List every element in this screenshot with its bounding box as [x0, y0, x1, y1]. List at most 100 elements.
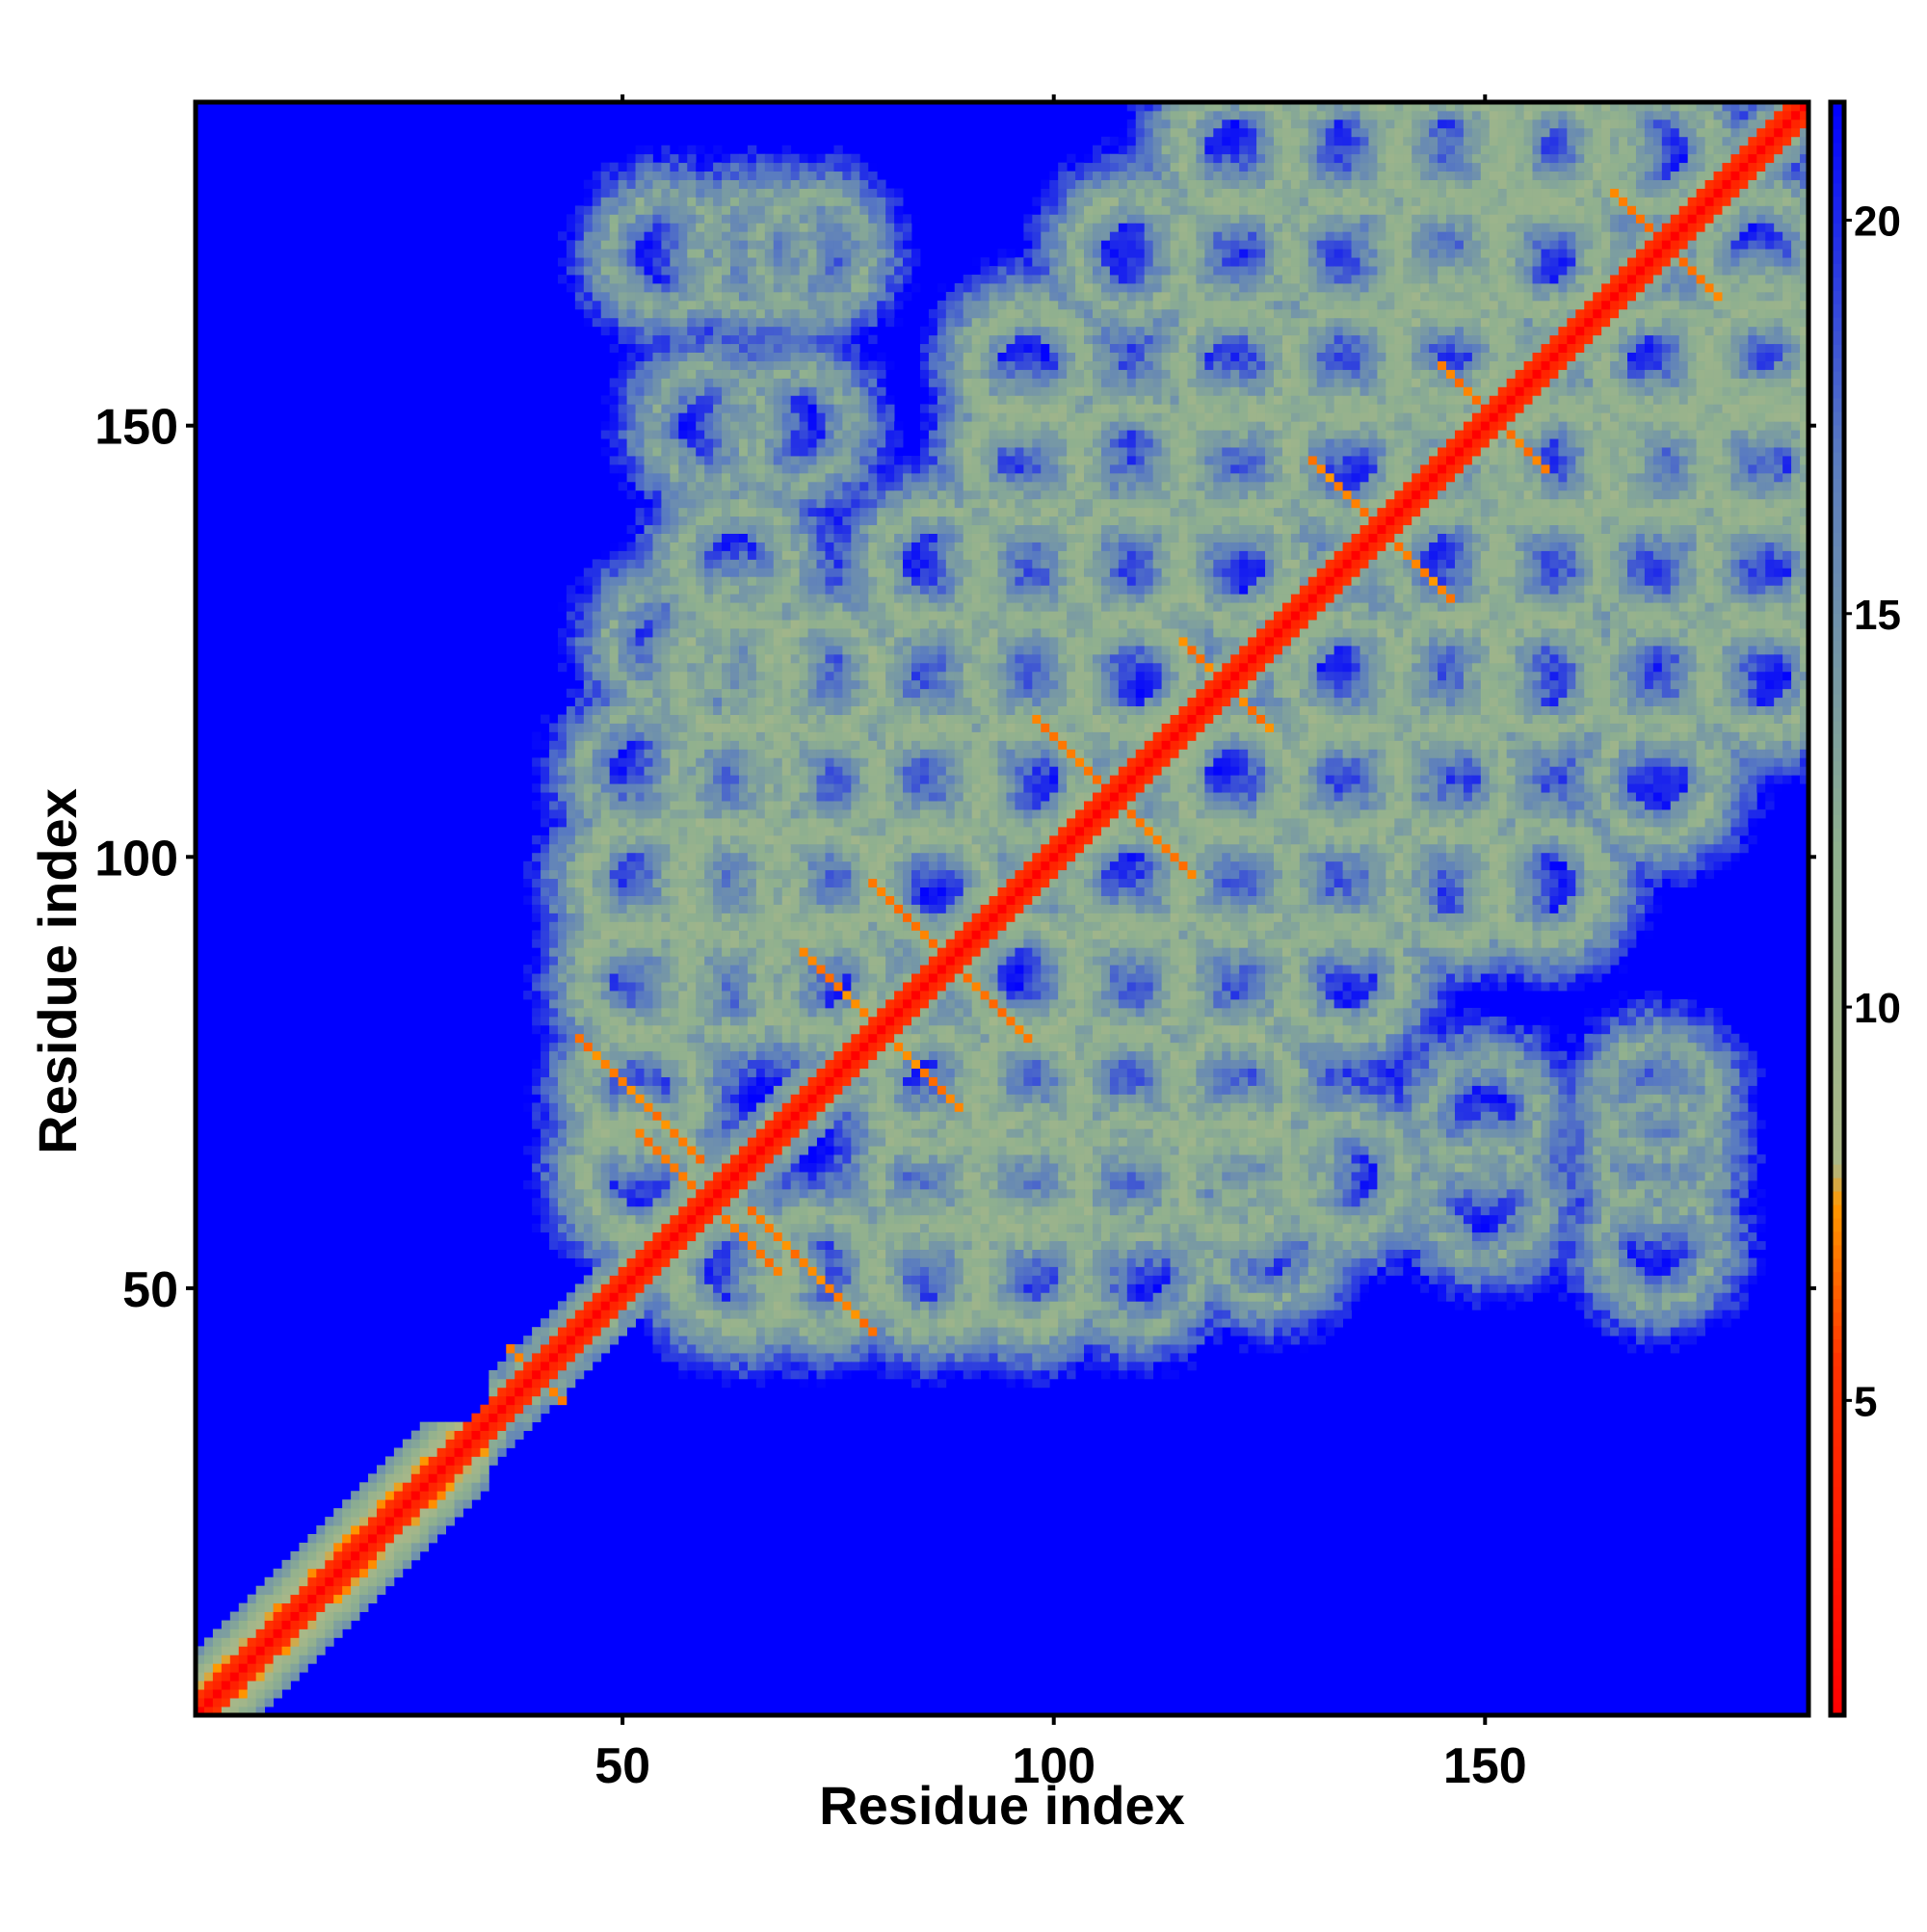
heatmap-cell [609, 1301, 620, 1310]
heatmap-cell [807, 1102, 817, 1112]
heatmap-cell [790, 1336, 801, 1345]
heatmap-cell [696, 1240, 705, 1250]
heatmap-cell [541, 930, 550, 940]
heatmap-cell [738, 645, 749, 655]
heatmap-cell [722, 1120, 731, 1129]
heatmap-cell [600, 1223, 611, 1233]
heatmap-cell [730, 249, 740, 258]
heatmap-cell [626, 317, 636, 328]
heatmap-cell [678, 317, 688, 328]
heatmap-cell [600, 1146, 611, 1155]
heatmap-cell [618, 749, 627, 758]
heatmap-cell [747, 300, 757, 310]
heatmap-cell [816, 1059, 826, 1070]
heatmap-cell [541, 1033, 550, 1044]
heatmap-cell [644, 171, 653, 180]
heatmap-cell [816, 456, 826, 465]
heatmap-cell [541, 1050, 550, 1061]
heatmap-cell [592, 231, 602, 241]
heatmap-cell [583, 1172, 594, 1181]
heatmap-cell [730, 188, 740, 198]
heatmap-cell [609, 188, 620, 198]
heatmap-cell [626, 214, 636, 224]
heatmap-cell [583, 1318, 594, 1328]
heatmap-cell [351, 1491, 360, 1500]
heatmap-cell [592, 1163, 602, 1173]
heatmap-cell [635, 602, 645, 612]
heatmap-cell [299, 1602, 308, 1612]
heatmap-cell [618, 1146, 627, 1155]
heatmap-cell [635, 275, 645, 284]
heatmap-cell [730, 1146, 740, 1155]
heatmap-cell [747, 282, 757, 293]
heatmap-cell [549, 991, 559, 1000]
heatmap-cell [566, 1068, 576, 1077]
heatmap-cell [592, 291, 602, 302]
heatmap-cell [541, 1137, 550, 1147]
heatmap-cell [670, 1188, 679, 1199]
heatmap-cell [773, 973, 783, 983]
heatmap-cell [722, 1128, 731, 1138]
heatmap-cell [652, 498, 662, 509]
heatmap-cell [678, 456, 688, 465]
heatmap-cell [626, 775, 636, 784]
heatmap-cell [549, 1059, 559, 1070]
heatmap-cell [454, 1439, 463, 1448]
heatmap-cell [799, 930, 808, 940]
heatmap-cell [713, 533, 723, 543]
heatmap-cell [670, 1128, 679, 1138]
heatmap-cell [730, 421, 740, 431]
heatmap-cell [342, 1585, 352, 1596]
heatmap-cell [670, 913, 679, 922]
heatmap-cell [825, 965, 834, 974]
heatmap-cell [670, 662, 679, 673]
heatmap-cell [644, 697, 653, 707]
heatmap-cell [678, 645, 688, 655]
heatmap-cell [781, 585, 792, 595]
heatmap-cell [799, 550, 808, 560]
heatmap-cell [618, 947, 627, 957]
heatmap-cell [722, 1016, 731, 1026]
heatmap-cell [755, 792, 766, 802]
heatmap-cell [781, 223, 792, 232]
heatmap-cell [325, 1611, 334, 1621]
heatmap-cell [541, 792, 550, 802]
heatmap-cell [566, 818, 576, 828]
heatmap-cell [454, 1499, 463, 1509]
heatmap-cell [781, 1361, 792, 1371]
heatmap-cell [807, 895, 817, 905]
heatmap-cell [592, 809, 602, 819]
heatmap-cell [626, 568, 636, 577]
heatmap-cell [670, 1275, 679, 1284]
heatmap-cell [790, 188, 801, 198]
heatmap-cell [652, 343, 662, 353]
heatmap-cell [670, 973, 679, 983]
heatmap-cell [618, 1120, 627, 1129]
heatmap-cell [670, 1059, 679, 1070]
heatmap-cell [402, 1456, 412, 1466]
heatmap-cell [618, 1172, 627, 1181]
heatmap-cell [574, 594, 585, 603]
heatmap-cell [755, 973, 766, 983]
heatmap-cell [583, 645, 594, 655]
heatmap-cell [755, 223, 766, 232]
heatmap-cell [384, 1542, 395, 1552]
heatmap-cell [781, 266, 792, 276]
heatmap-cell [738, 679, 749, 690]
heatmap-cell [583, 1154, 594, 1164]
heatmap-cell [644, 360, 653, 370]
heatmap-cell [773, 231, 783, 241]
heatmap-cell [583, 1137, 594, 1147]
heatmap-cell [626, 231, 636, 241]
heatmap-cell [609, 1085, 620, 1095]
heatmap-cell [747, 1361, 757, 1371]
heatmap-cell [557, 965, 568, 974]
heatmap-cell [557, 1395, 568, 1406]
heatmap-cell [549, 834, 559, 845]
heatmap-cell [722, 1007, 731, 1018]
heatmap-cell [755, 412, 766, 422]
heatmap-cell [722, 533, 731, 543]
heatmap-cell [541, 1094, 550, 1103]
heatmap-cell [299, 1550, 308, 1561]
heatmap-cell [644, 507, 653, 517]
